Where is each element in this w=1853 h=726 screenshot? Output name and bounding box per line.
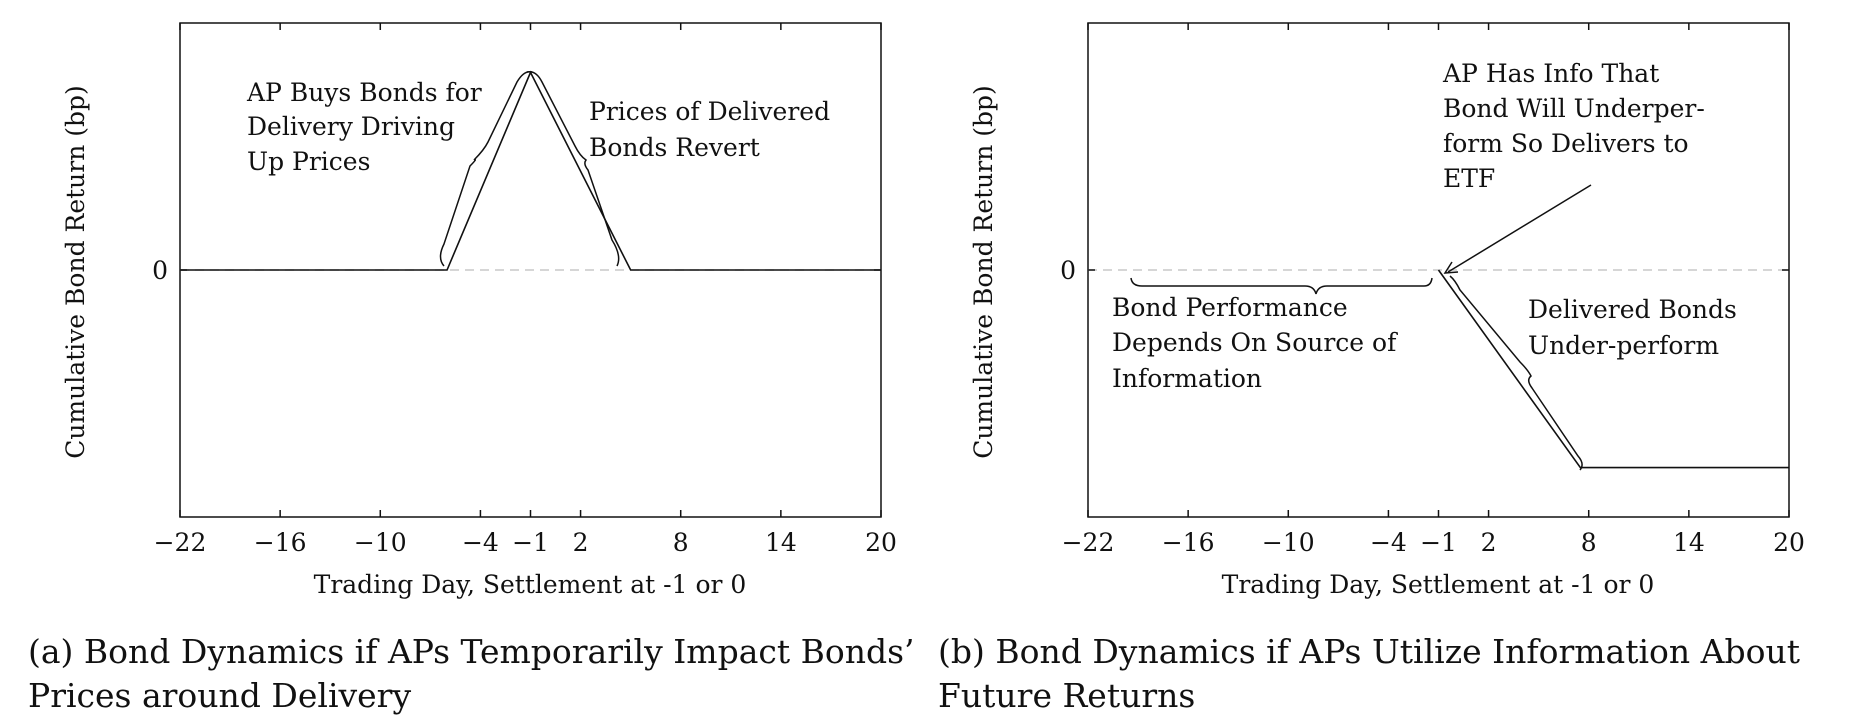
panel-b-arrow-line [1447,184,1592,273]
panel-a-annotation-revert: Prices of Delivered Bonds Revert [589,97,838,162]
panel-a-x-tick-label: 8 [673,528,689,557]
panel-b-x-axis-label: Trading Day, Settlement at -1 or 0 [1222,570,1655,599]
panel-b-chart: −22 −16 −10 −4 −1 2 8 14 20 0 Cumulative Bond Ret… [969,22,1805,599]
panel-a-y-tick-label: 0 [152,256,168,285]
panel-a-caption-line-2: Prices around Delivery [28,676,412,715]
panel-b-x-tick-label: 20 [1773,528,1805,557]
panel-a-x-tick-label: −22 [154,528,207,557]
panel-b-x-tick-label: −4 [1370,528,1407,557]
panel-b-annotation-source: Bond Performance Depends On Source of In… [1112,293,1404,393]
panel-b-y-tick-label: 0 [1060,256,1076,285]
panel-b-arrowhead [1443,261,1459,274]
panel-a-x-tick-label: −10 [354,528,407,557]
panel-a-x-tick-label: −1 [512,528,549,557]
panel-b-x-tick-label: −1 [1420,528,1457,557]
panel-a-annotation-buys: AP Buys Bonds for Delivery Driving Up Pr… [246,78,490,176]
panel-b-caption-line-2: Future Returns [938,676,1196,715]
panel-b-x-tick-label: 8 [1581,528,1597,557]
panel-b-annotation-underperform: Delivered Bonds Under-perform [1528,295,1745,360]
panel-a-caption-line-1: (a) Bond Dynamics if APs Temporarily Imp… [28,632,915,671]
panel-b-x-tick-label: −16 [1162,528,1215,557]
panel-b-caption: (b) Bond Dynamics if APs Utilize Informa… [938,630,1853,718]
panel-a-x-tick-label: −16 [254,528,307,557]
panel-b-x-tick-label: −10 [1262,528,1315,557]
panel-a-brace-right [526,70,620,267]
panel-a-caption: (a) Bond Dynamics if APs Temporarily Imp… [28,630,948,718]
panel-b-series-line [1437,269,1789,469]
panel-a-x-tick-label: 14 [765,528,797,557]
panel-a-x-tick-label: 20 [865,528,897,557]
panel-a-chart: −22 −16 −10 −4 −1 2 8 14 20 0 Cumulative Bond Ret… [61,22,897,599]
panel-b-brace-diagonal [1449,275,1583,471]
panel-b-x-tick-label: 2 [1481,528,1497,557]
panel-b-x-tick-label: −22 [1062,528,1115,557]
panel-b-x-tick-label: 14 [1673,528,1705,557]
panel-a-x-tick-label: 2 [573,528,589,557]
panel-b-brace-horizontal [1130,277,1433,295]
panel-b-annotation-info: AP Has Info That Bond Will Underper- for… [1442,59,1713,193]
panel-b-caption-line-1: (b) Bond Dynamics if APs Utilize Informa… [938,632,1800,671]
panel-a-y-axis-label: Cumulative Bond Return (bp) [61,85,90,459]
panel-a-x-axis-label: Trading Day, Settlement at -1 or 0 [314,570,747,599]
panel-a-brace-left [439,70,533,267]
panel-a-x-tick-label: −4 [462,528,499,557]
panel-b-y-axis-label: Cumulative Bond Return (bp) [969,85,998,459]
